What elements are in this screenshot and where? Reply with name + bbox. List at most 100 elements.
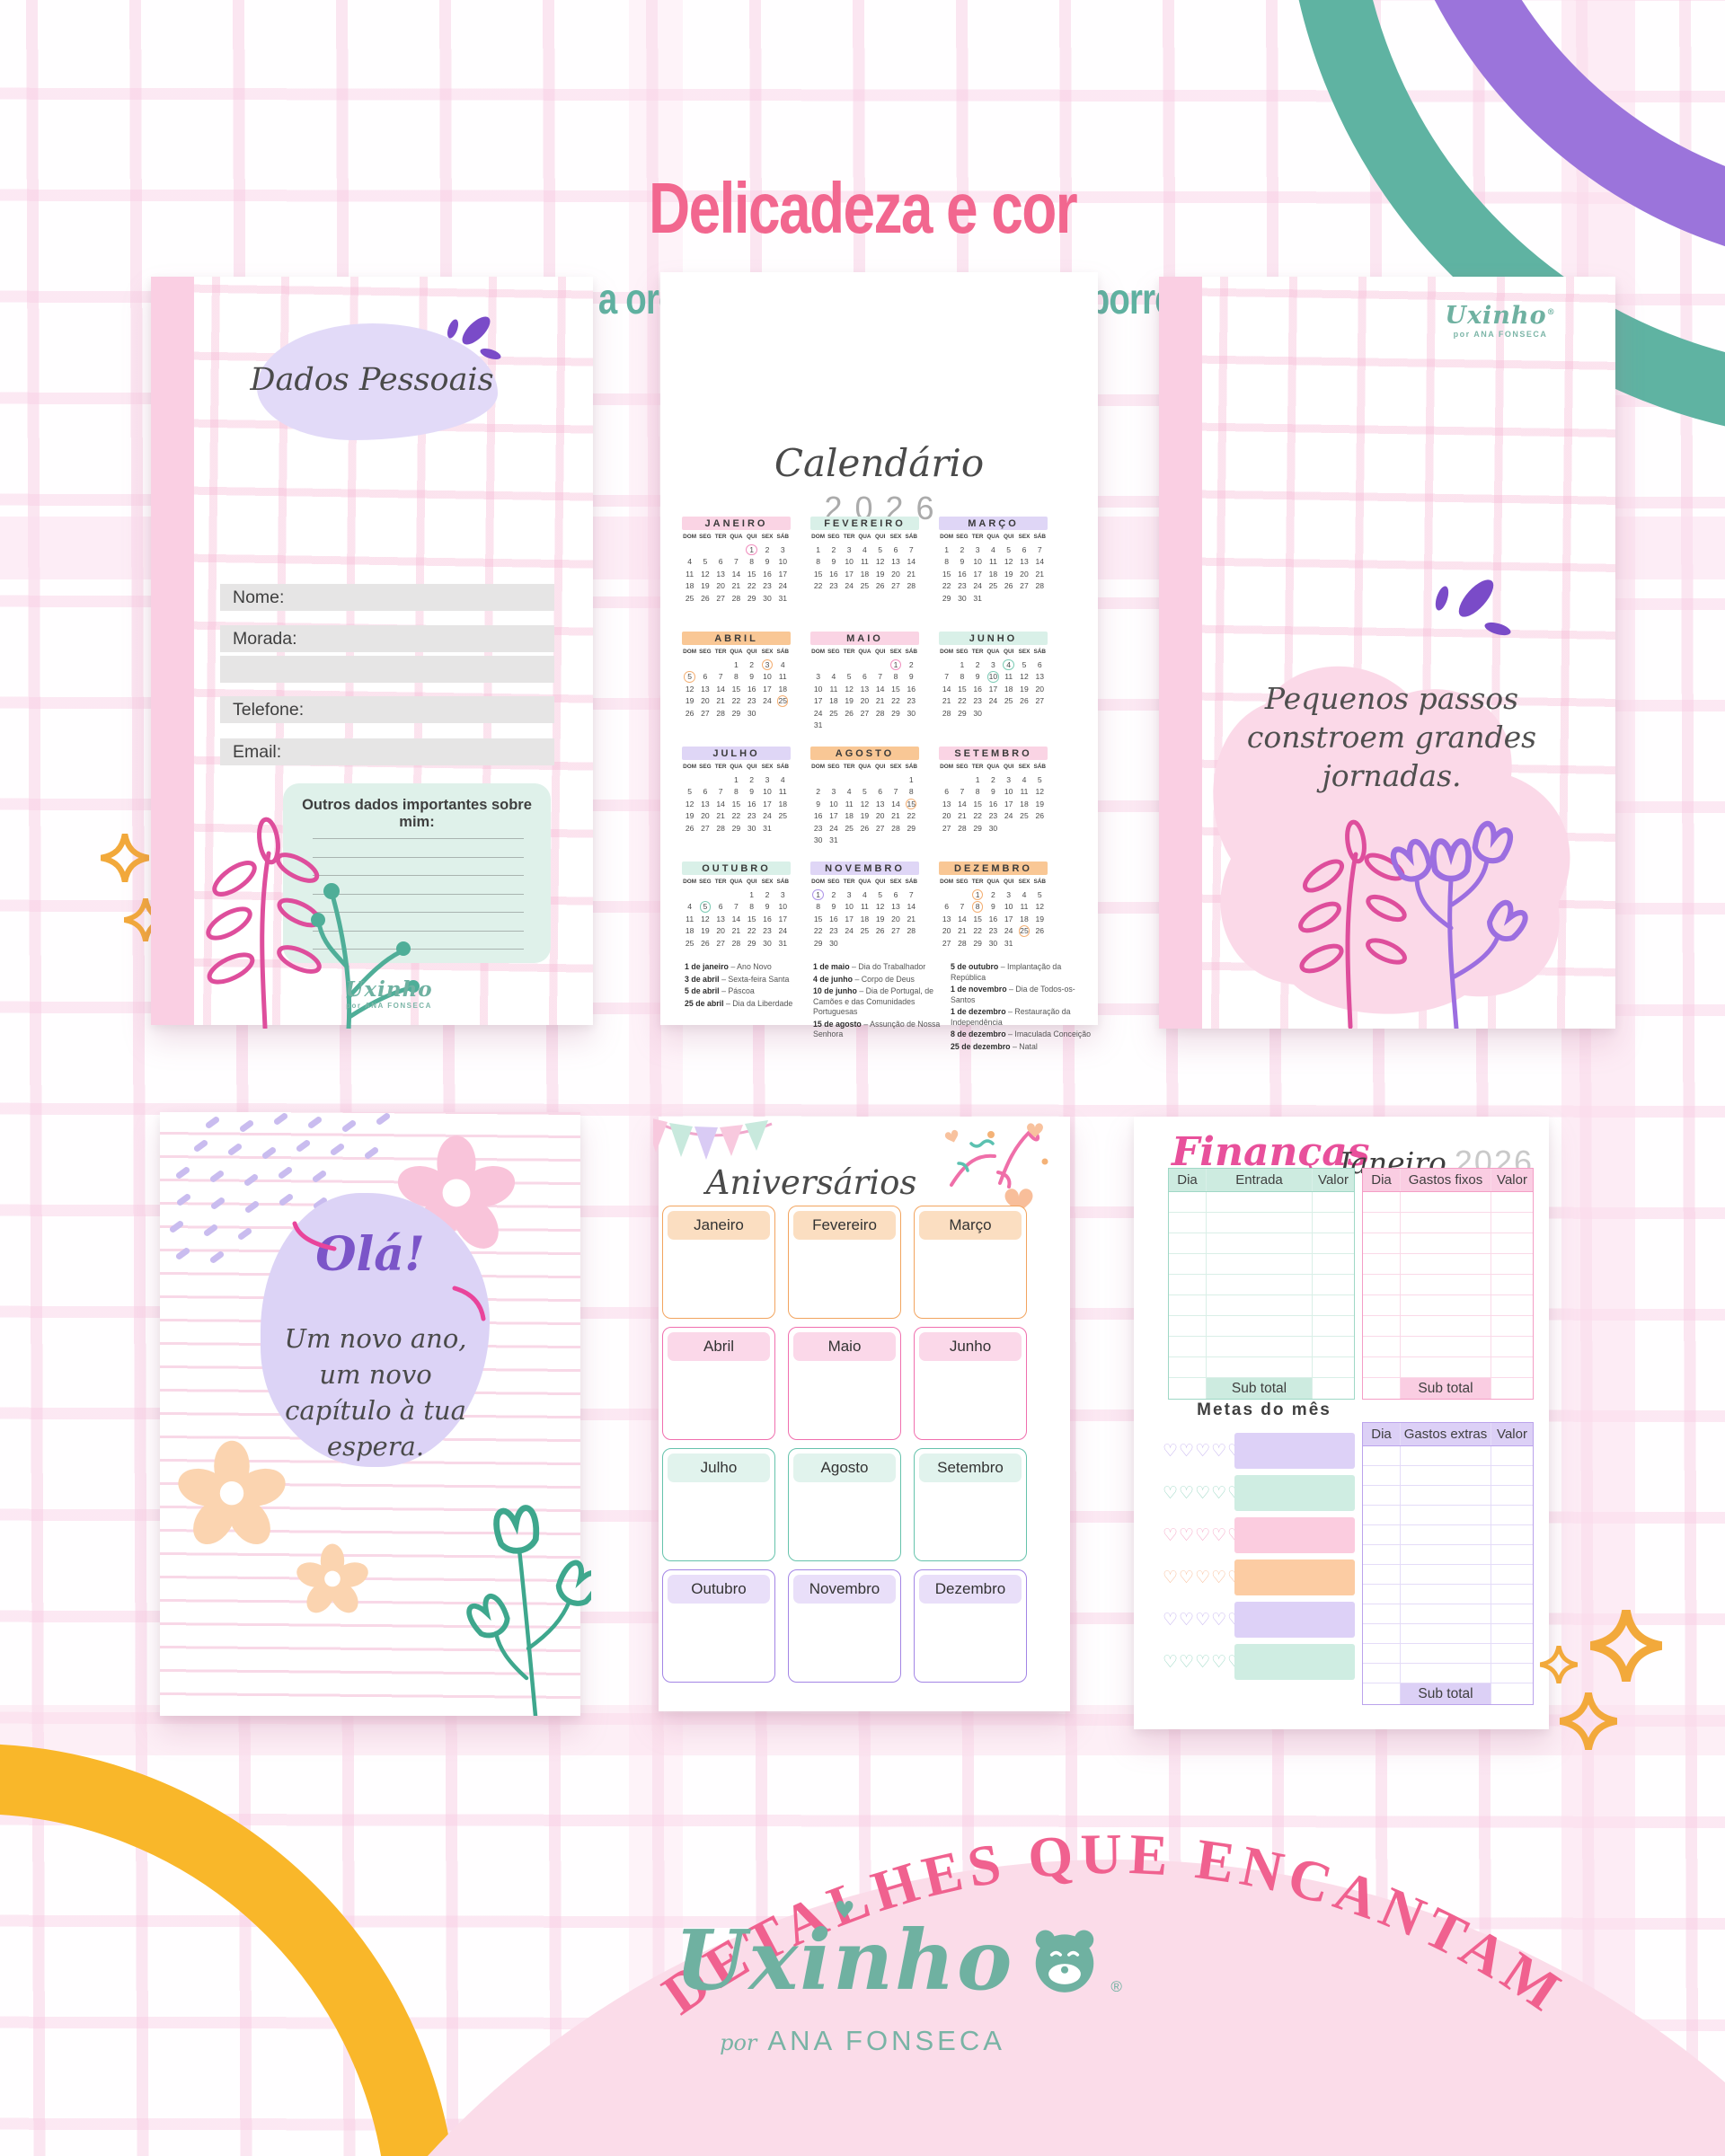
calendar-day: 22 [813, 926, 823, 936]
calendar-day: 29 [891, 708, 900, 718]
calendar-day: 6 [1037, 659, 1042, 669]
weekday-label: QUA [986, 649, 1000, 655]
calendar-day: 11 [860, 557, 869, 567]
calendar-week: 26 27 28 29 30 [682, 707, 791, 720]
weekday-label: QUI [875, 534, 886, 540]
empty-cell [1491, 1664, 1533, 1683]
calendar-day: 9 [749, 672, 755, 682]
empty-cell [1363, 1446, 1401, 1465]
calendar-day: 10 [813, 684, 823, 694]
weekday-label: QUI [747, 879, 757, 885]
goal-bar [1234, 1517, 1355, 1553]
goal-row: ♡♡♡♡♡ [1161, 1560, 1358, 1595]
calendar-day [697, 543, 712, 556]
empty-cell [1207, 1213, 1313, 1233]
calendar-day: 28 [716, 823, 725, 833]
holiday-ring: 1 [812, 888, 824, 900]
calendar-day: 13 [716, 914, 725, 923]
table-row [1169, 1213, 1354, 1233]
weekday-label: SEG [827, 649, 840, 655]
calendar-day [872, 835, 888, 847]
calendar-day: 21 [958, 926, 967, 936]
holiday-ring: 8 [971, 901, 984, 913]
calendar-day: 19 [1035, 914, 1044, 923]
calendar-day: 26 [860, 823, 870, 833]
calendar-day [986, 707, 1001, 720]
holiday-date: 25 de dezembro [951, 1041, 1011, 1051]
calendar-day [939, 658, 954, 671]
calendar-day: 17 [829, 811, 838, 821]
mini-calendar: JULHO DOM SEG TER QUA QUI SEX SÁB 1 2 3 4 5 6 7 8 9 10 11 1… [682, 747, 791, 862]
calendar-day: 16 [958, 569, 967, 579]
weekday-label: DOM [940, 534, 954, 540]
calendar-day: 6 [944, 787, 950, 797]
table-row [1169, 1295, 1354, 1316]
calendar-day: 30 [907, 708, 916, 718]
section-title: Dados Pessoais [250, 362, 494, 398]
weekday-label: QUI [875, 879, 886, 885]
birthday-month-box: Maio [788, 1327, 901, 1440]
table-row [1363, 1664, 1533, 1683]
calendar-day: 7 [908, 544, 914, 554]
empty-cell [1363, 1254, 1401, 1274]
calendar-day: 7 [893, 787, 898, 797]
calendar-day: 18 [829, 696, 838, 706]
empty-cell [1363, 1644, 1401, 1663]
calendar-day: 5 [1022, 659, 1027, 669]
calendar-day: 11 [860, 902, 869, 912]
page-calendario: Calendário 2026 JANEIRO DOM SEG TER QUA QUI SE… [660, 272, 1098, 1051]
month-header: DEZEMBRO [939, 862, 1048, 875]
weekday-label: SÁB [1033, 649, 1046, 655]
extra-expenses-table: Dia Gastos extras Valor Sub total [1362, 1422, 1534, 1705]
calendar-day: 22 [973, 811, 982, 821]
calendar-day: 15 [973, 799, 982, 808]
calendar-day: 23 [763, 926, 772, 936]
weekday-label: QUA [858, 764, 871, 770]
calendar-day: 10 [763, 787, 772, 797]
calendar-day: 31 [829, 835, 838, 845]
empty-cell [1363, 1295, 1401, 1315]
mini-calendar: ABRIL DOM SEG TER QUA QUI SEX SÁB 1 2 3 4 5 6 7 8 9 10 11 1… [682, 632, 791, 747]
weekday-label: DOM [683, 879, 697, 885]
calendar-day: 19 [701, 581, 710, 591]
empty-cell [1169, 1213, 1207, 1233]
calendar-day: 25 [1016, 925, 1031, 938]
birthday-month-label: Dezembro [919, 1575, 1022, 1604]
calendar-day: 7 [960, 787, 965, 797]
calendar-day: 5 [878, 544, 883, 554]
empty-cell [1363, 1192, 1401, 1212]
empty-cell [1401, 1624, 1491, 1643]
empty-cell [1169, 1192, 1207, 1212]
calendar-day: 17 [845, 569, 854, 579]
calendar-day: 11 [845, 799, 854, 808]
holidays-legend-column: 1 de janeiro – Ano Novo 3 de abril – Sext… [685, 962, 804, 1011]
calendar-day: 26 [845, 708, 854, 718]
hearts-rating: ♡♡♡♡♡ [1163, 1611, 1244, 1630]
weekday-label: SEG [699, 534, 712, 540]
calendar-day: 6 [718, 557, 723, 567]
empty-cell [1491, 1565, 1533, 1584]
calendar-day: 1 [734, 659, 739, 669]
calendar-day: 8 [908, 787, 914, 797]
calendar-day: 18 [988, 569, 998, 579]
calendar-day: 1 [970, 888, 986, 901]
calendar-day: 26 [685, 708, 694, 718]
calendar-day: 6 [893, 544, 898, 554]
calendar-day: 21 [731, 581, 741, 591]
holidays-legend-column: 5 de outubro – Implantação da República 1… [951, 962, 1092, 1054]
calendar-day: 13 [701, 799, 710, 808]
calendar-day [857, 937, 872, 950]
calendar-day: 20 [942, 926, 951, 936]
calendar-day: 29 [942, 593, 951, 603]
calendar-week: 19 20 21 22 23 24 25 [682, 695, 791, 708]
calendar-day: 9 [749, 787, 755, 797]
calendar-day: 4 [991, 544, 995, 554]
subtotal-row: Sub total [1363, 1683, 1533, 1704]
empty-cell [1169, 1275, 1207, 1294]
empty-cell [1313, 1337, 1354, 1356]
calendar-day: 14 [907, 557, 916, 567]
calendar-day: 27 [716, 593, 725, 603]
calendar-day [857, 773, 872, 786]
empty-cell [1207, 1192, 1313, 1212]
